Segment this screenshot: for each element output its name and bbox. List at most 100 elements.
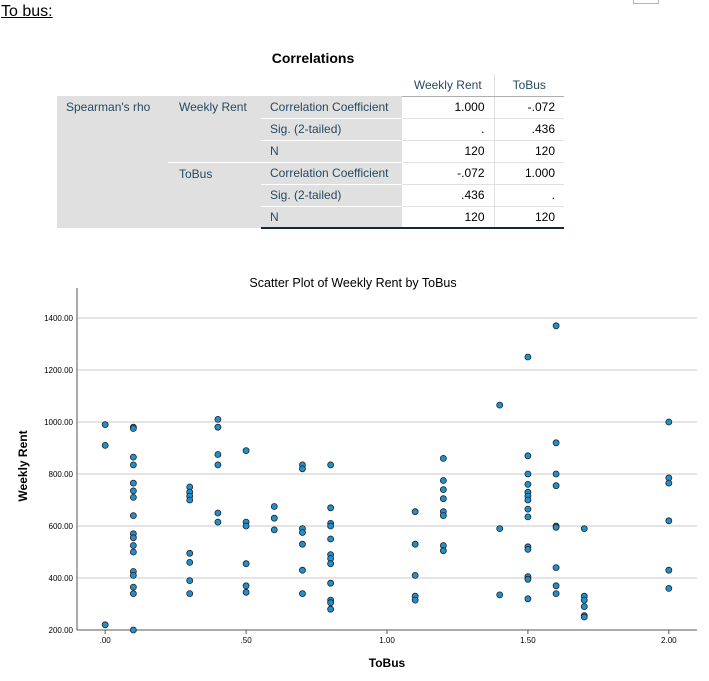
scatter-point [299,590,306,598]
scatter-point [129,548,137,556]
scatter-point [552,322,560,330]
scatter-point [242,522,250,530]
scatter-point [552,482,560,490]
stat-label: Correlation Coefficient [261,96,402,119]
scatter-point [439,477,447,484]
scatter-point [186,558,194,566]
x-tick-label: 1.50 [520,636,536,645]
gridlines [77,317,697,579]
scatter-point [186,549,194,557]
y-tick-label: 800.00 [49,470,74,479]
table-cell: 1.000 [494,162,564,185]
scatter-point [496,401,504,409]
table-cell: . [402,118,495,141]
table-title: Correlations [271,50,355,66]
scatter-point [242,560,250,568]
scatter-point [214,509,222,517]
scatter-point [270,526,278,534]
scatter-point [552,523,560,531]
y-tick-label: 200.00 [49,626,74,635]
scatter-point [327,535,335,543]
x-axis-label: ToBus [369,656,406,670]
scatter-point [524,480,532,488]
table-cell: 120 [494,206,564,229]
scatter-point [327,461,335,469]
scatter-point [327,579,335,587]
scatter-point [214,451,222,458]
scatter-point [129,461,137,469]
scatter-point [129,493,137,501]
scatter-point [214,423,222,431]
scatter-point [129,512,137,520]
scatter-point [524,496,532,504]
table-cell: -.072 [402,162,495,185]
scatter-point [524,470,532,478]
y-tick-label: 1200.00 [44,366,73,375]
scatter-point [580,525,588,533]
x-tick-label: 2.00 [661,636,677,645]
correlations-table: Weekly Rent ToBus Spearman's rho Weekly … [57,74,564,229]
scatter-point [299,566,306,574]
scatter-point [129,487,137,495]
group-label-tobus: ToBus [168,162,261,228]
scatter-point [439,547,447,555]
scatter-point [101,421,109,429]
scatter-point [580,603,588,611]
stat-label: N [261,206,402,229]
y-tick-label: 1000.00 [44,418,73,427]
scatter-point [665,584,673,592]
scatter-point [129,534,137,542]
corner-checkbox[interactable] [633,0,659,4]
scatter-point [299,540,306,548]
table-cell: .436 [402,184,495,207]
scatter-point [299,529,306,536]
stat-label: Sig. (2-tailed) [261,184,402,207]
stat-label: Sig. (2-tailed) [261,118,402,141]
scatter-point [524,545,532,553]
scatter-point [439,454,447,462]
scatter-point [496,591,504,599]
table-corner [57,74,402,96]
scatter-point [552,590,560,598]
data-points [101,322,673,634]
scatter-point [270,514,278,522]
scatter-point [214,415,222,423]
y-tick-label: 400.00 [49,574,74,583]
scatter-point [129,542,137,549]
x-tick-label: .00 [100,636,112,645]
scatter-point [552,582,560,590]
table-cell: . [494,184,564,207]
scatter-point [327,504,335,512]
scatter-point [242,447,250,455]
scatter-point [186,590,194,598]
scatter-point [580,596,588,604]
method-label: Spearman's rho [57,96,168,228]
scatter-point [214,518,222,526]
scatter-point [552,439,560,447]
col-header-weekly-rent: Weekly Rent [402,74,495,97]
scatter-point [524,513,532,521]
group-label-weekly-rent: Weekly Rent [168,96,261,163]
scatter-point [439,486,447,494]
scatter-point [270,503,278,510]
scatter-point [524,505,532,513]
table-cell: .436 [494,118,564,141]
scatter-point [129,571,137,579]
scatter-chart: Scatter Plot of Weekly Rent by ToBus 200… [16,276,697,670]
table-cell: 1.000 [402,96,495,119]
scatter-point [665,418,673,426]
scatter-point [411,540,419,548]
table-cell: -.072 [494,96,564,119]
scatter-point [186,496,194,504]
stat-label: N [261,140,402,163]
scatter-point [524,452,532,460]
scatter-point [242,588,250,596]
y-tick-label: 600.00 [49,522,74,531]
scatter-point [327,599,335,607]
scatter-point [129,626,137,634]
scatter-point [496,525,504,533]
scatter-point [186,577,194,585]
scatter-point [580,613,588,621]
scatter-point [214,461,222,469]
scatter-point [439,512,447,520]
